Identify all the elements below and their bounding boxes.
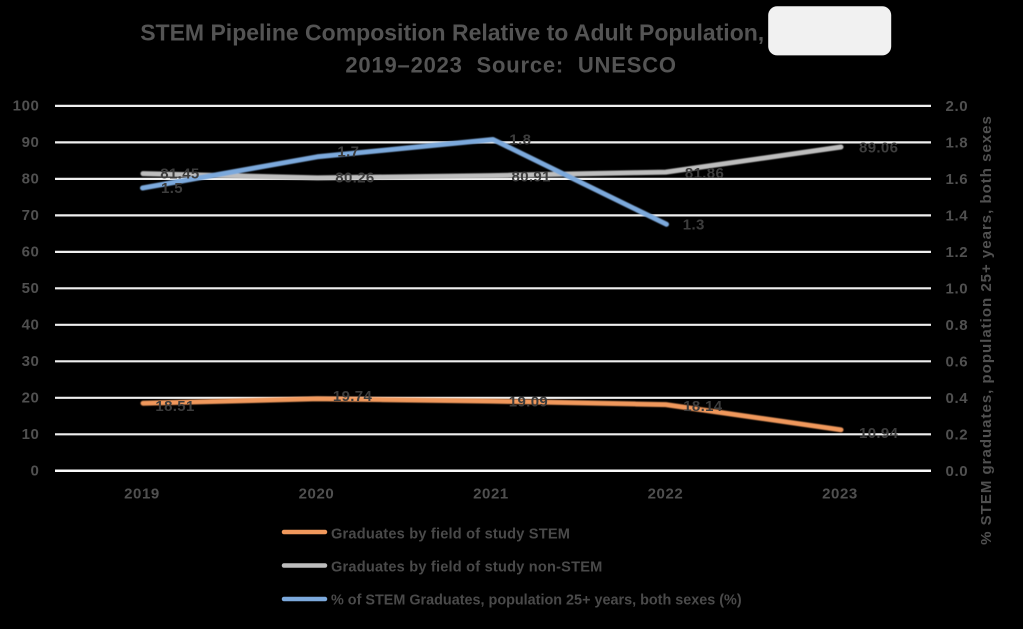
svg-text:30: 30 — [22, 353, 40, 370]
svg-text:0.4: 0.4 — [946, 390, 969, 407]
svg-text:1.6: 1.6 — [946, 171, 969, 188]
svg-text:1.0: 1.0 — [946, 280, 969, 297]
svg-text:89.06: 89.06 — [859, 139, 898, 156]
svg-text:% of STEM Graduates, populatio: % of STEM Graduates, population 25+ year… — [331, 593, 742, 609]
svg-text:10.94: 10.94 — [859, 425, 899, 442]
svg-text:1.5: 1.5 — [161, 180, 183, 197]
svg-text:2023: 2023 — [822, 485, 858, 502]
svg-text:0.6: 0.6 — [946, 353, 969, 370]
svg-text:2.0: 2.0 — [946, 98, 969, 115]
svg-text:1.7: 1.7 — [337, 144, 359, 161]
svg-text:70: 70 — [22, 207, 40, 224]
svg-text:100: 100 — [13, 97, 40, 114]
svg-text:Graduates by field of study ST: Graduates by field of study STEM — [331, 527, 570, 543]
svg-text:81.86: 81.86 — [685, 165, 724, 182]
svg-text:90: 90 — [22, 134, 40, 151]
svg-text:40: 40 — [22, 316, 40, 333]
svg-text:10: 10 — [22, 426, 40, 443]
svg-text:2019–2023 Source: UNESCO: 2019–2023 Source: UNESCO — [345, 53, 676, 78]
svg-text:1.8: 1.8 — [509, 131, 531, 148]
svg-text:0.8: 0.8 — [946, 317, 969, 334]
svg-text:19.74: 19.74 — [333, 388, 373, 405]
svg-text:18.51: 18.51 — [155, 398, 194, 415]
svg-text:1.3: 1.3 — [683, 217, 705, 234]
svg-text:2022: 2022 — [648, 485, 684, 502]
svg-text:80.91: 80.91 — [512, 168, 551, 185]
svg-text:2020: 2020 — [299, 485, 335, 502]
svg-text:0.0: 0.0 — [946, 463, 969, 480]
svg-text:% STEM graduates, population 2: % STEM graduates, population 25+ years, … — [978, 115, 995, 545]
svg-text:1.4: 1.4 — [946, 207, 969, 224]
svg-text:19.09: 19.09 — [509, 393, 548, 410]
svg-text:2019: 2019 — [124, 485, 160, 502]
svg-text:80.26: 80.26 — [335, 169, 374, 186]
svg-text:50: 50 — [22, 280, 40, 297]
svg-text:1.8: 1.8 — [946, 134, 969, 151]
svg-text:18.14: 18.14 — [683, 398, 723, 415]
svg-text:81.45: 81.45 — [160, 166, 199, 183]
svg-text:0: 0 — [31, 462, 40, 479]
svg-text:80: 80 — [22, 170, 40, 187]
svg-text:0.2: 0.2 — [946, 426, 969, 443]
svg-text:2021: 2021 — [473, 485, 509, 502]
svg-text:60: 60 — [22, 243, 40, 260]
svg-text:20: 20 — [22, 389, 40, 406]
svg-text:STEM Pipeline Composition Rela: STEM Pipeline Composition Relative to Ad… — [140, 19, 764, 45]
svg-text:1.2: 1.2 — [946, 244, 969, 261]
svg-text:Graduates by field of study no: Graduates by field of study non-STEM — [331, 560, 603, 576]
